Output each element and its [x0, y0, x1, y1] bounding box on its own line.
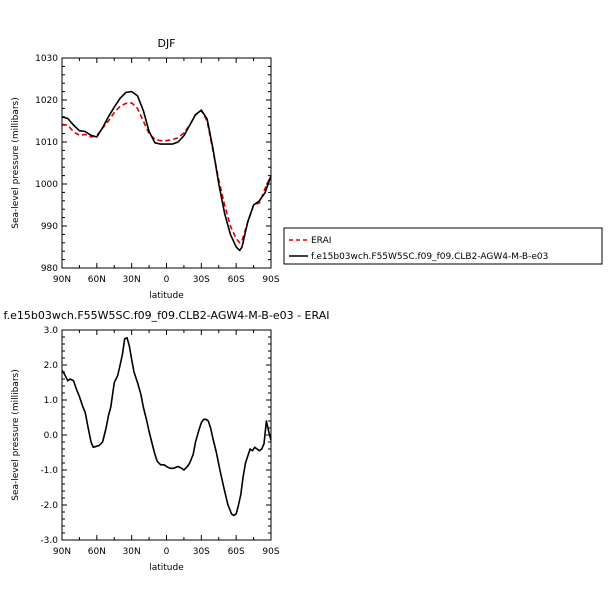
bottom-y-tick-label: 3.0 [44, 326, 59, 336]
top-y-tick-label: 1030 [35, 54, 58, 64]
top-y-tick-label: 980 [41, 264, 58, 274]
bottom-y-tick-label: 0.0 [44, 431, 59, 441]
top-x-tick-label: 90N [53, 275, 71, 285]
top-chart-ticks: 90N 60N 30N 0 30S 60S 90S 980 990 1000 1010 1020 103… [35, 54, 280, 285]
top-x-tick-label: 0 [164, 275, 170, 285]
bottom-y-tick-label: -3.0 [40, 536, 58, 546]
bottom-chart-panel: f.e15b03wch.F55W5SC.f09_f09.CLB2-AGW4-M-… [4, 309, 330, 573]
bottom-x-tick-label: 30N [123, 547, 141, 557]
top-x-tick-label: 30S [193, 275, 210, 285]
bottom-y-tick-label: -2.0 [40, 501, 58, 511]
bottom-x-tick-label: 90S [262, 547, 279, 557]
top-chart-panel: DJF Sea-level pressure (millibars) latit… [11, 37, 280, 301]
bottom-y-tick-label: 1.0 [44, 396, 59, 406]
top-series-line-1 [61, 90, 272, 252]
top-chart-legend: ERAI f.e15b03wch.F55W5SC.f09_f09.CLB2-AG… [283, 227, 603, 265]
top-y-tick-label: 990 [41, 222, 58, 232]
bottom-x-tick-label: 90N [53, 547, 71, 557]
bottom-series-line-0 [61, 336, 272, 517]
top-chart-y-axis-label: Sea-level pressure (millibars) [11, 97, 21, 228]
top-series-line-0 [61, 102, 272, 244]
top-x-tick-label: 90S [262, 275, 279, 285]
top-chart-plot-frame [61, 57, 272, 269]
legend-label-model: f.e15b03wch.F55W5SC.f09_f09.CLB2-AGW4-M-… [311, 252, 548, 262]
top-x-tick-label: 30N [123, 275, 141, 285]
bottom-y-tick-label: 2.0 [44, 361, 59, 371]
bottom-chart-series-group [61, 336, 272, 517]
top-chart-title: DJF [157, 37, 175, 50]
bottom-x-tick-label: 0 [164, 547, 170, 557]
legend-box [283, 227, 603, 265]
bottom-x-tick-label: 60N [88, 547, 106, 557]
top-chart-series-group [61, 90, 272, 252]
bottom-chart-plot-frame [61, 329, 272, 541]
bottom-chart-ticks: 90N 60N 30N 0 30S 60S 90S -3.0 -2.0 -1.0 0.0 1.0 2.0… [40, 326, 279, 557]
bottom-x-tick-label: 60S [228, 547, 245, 557]
top-y-tick-label: 1010 [35, 138, 58, 148]
bottom-x-tick-label: 30S [193, 547, 210, 557]
top-x-tick-label: 60N [88, 275, 106, 285]
bottom-chart-y-axis-label: Sea-level pressure (millibars) [11, 369, 21, 500]
top-y-tick-label: 1020 [35, 96, 58, 106]
bottom-chart-x-axis-label: latitude [149, 563, 184, 573]
bottom-y-tick-label: -1.0 [40, 466, 58, 476]
legend-label-erai: ERAI [311, 236, 331, 246]
top-x-tick-label: 60S [228, 275, 245, 285]
bottom-chart-title: f.e15b03wch.F55W5SC.f09_f09.CLB2-AGW4-M-… [4, 309, 330, 322]
top-y-tick-label: 1000 [35, 180, 58, 190]
top-chart-x-axis-label: latitude [149, 291, 184, 301]
